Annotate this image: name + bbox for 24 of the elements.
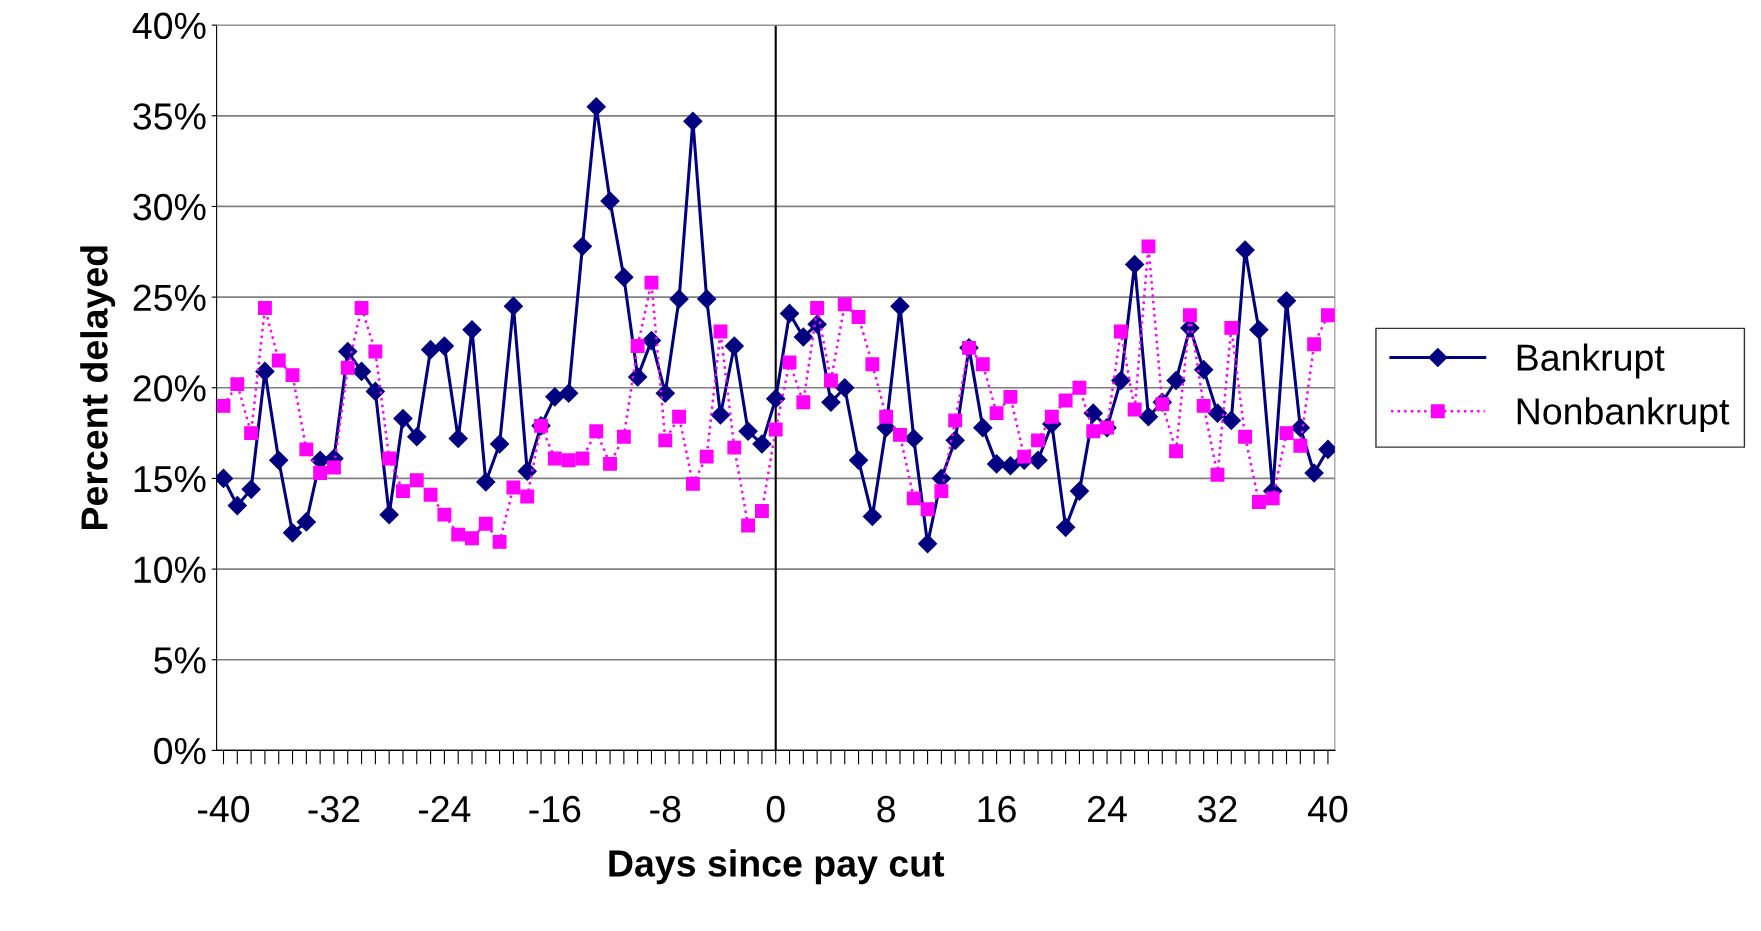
y-tick-label: 30% — [133, 193, 206, 221]
y-axis-title: Percent delayed — [80, 246, 116, 530]
x-tick-label: -40 — [198, 795, 250, 823]
y-tick-label: 20% — [133, 375, 206, 402]
y-tick-label: 40% — [132, 12, 206, 40]
x-tick-label: -24 — [418, 795, 471, 823]
x-tick-label: 24 — [1088, 795, 1127, 823]
y-tick-label: 25% — [133, 284, 206, 312]
y-tick-label: 5% — [154, 647, 206, 674]
x-axis-title: Days since pay cut — [609, 849, 945, 885]
x-tick-label: 40 — [1307, 795, 1348, 823]
x-tick-label: -16 — [529, 795, 581, 823]
x-tick-label: 8 — [877, 795, 895, 823]
y-tick-label: 0% — [154, 737, 206, 765]
x-tick-label: -32 — [308, 795, 360, 823]
y-tick-label: 35% — [133, 103, 206, 130]
x-tick-label: -8 — [650, 795, 681, 823]
legend-label: Nonbankrupt — [1517, 397, 1730, 433]
y-tick-label: 15% — [134, 465, 206, 493]
x-tick-label: 16 — [978, 795, 1016, 823]
legend-label: Bankrupt — [1517, 343, 1665, 379]
x-tick-label: 32 — [1198, 795, 1237, 823]
y-tick-label: 10% — [134, 556, 206, 584]
x-tick-label: 0 — [766, 795, 785, 823]
